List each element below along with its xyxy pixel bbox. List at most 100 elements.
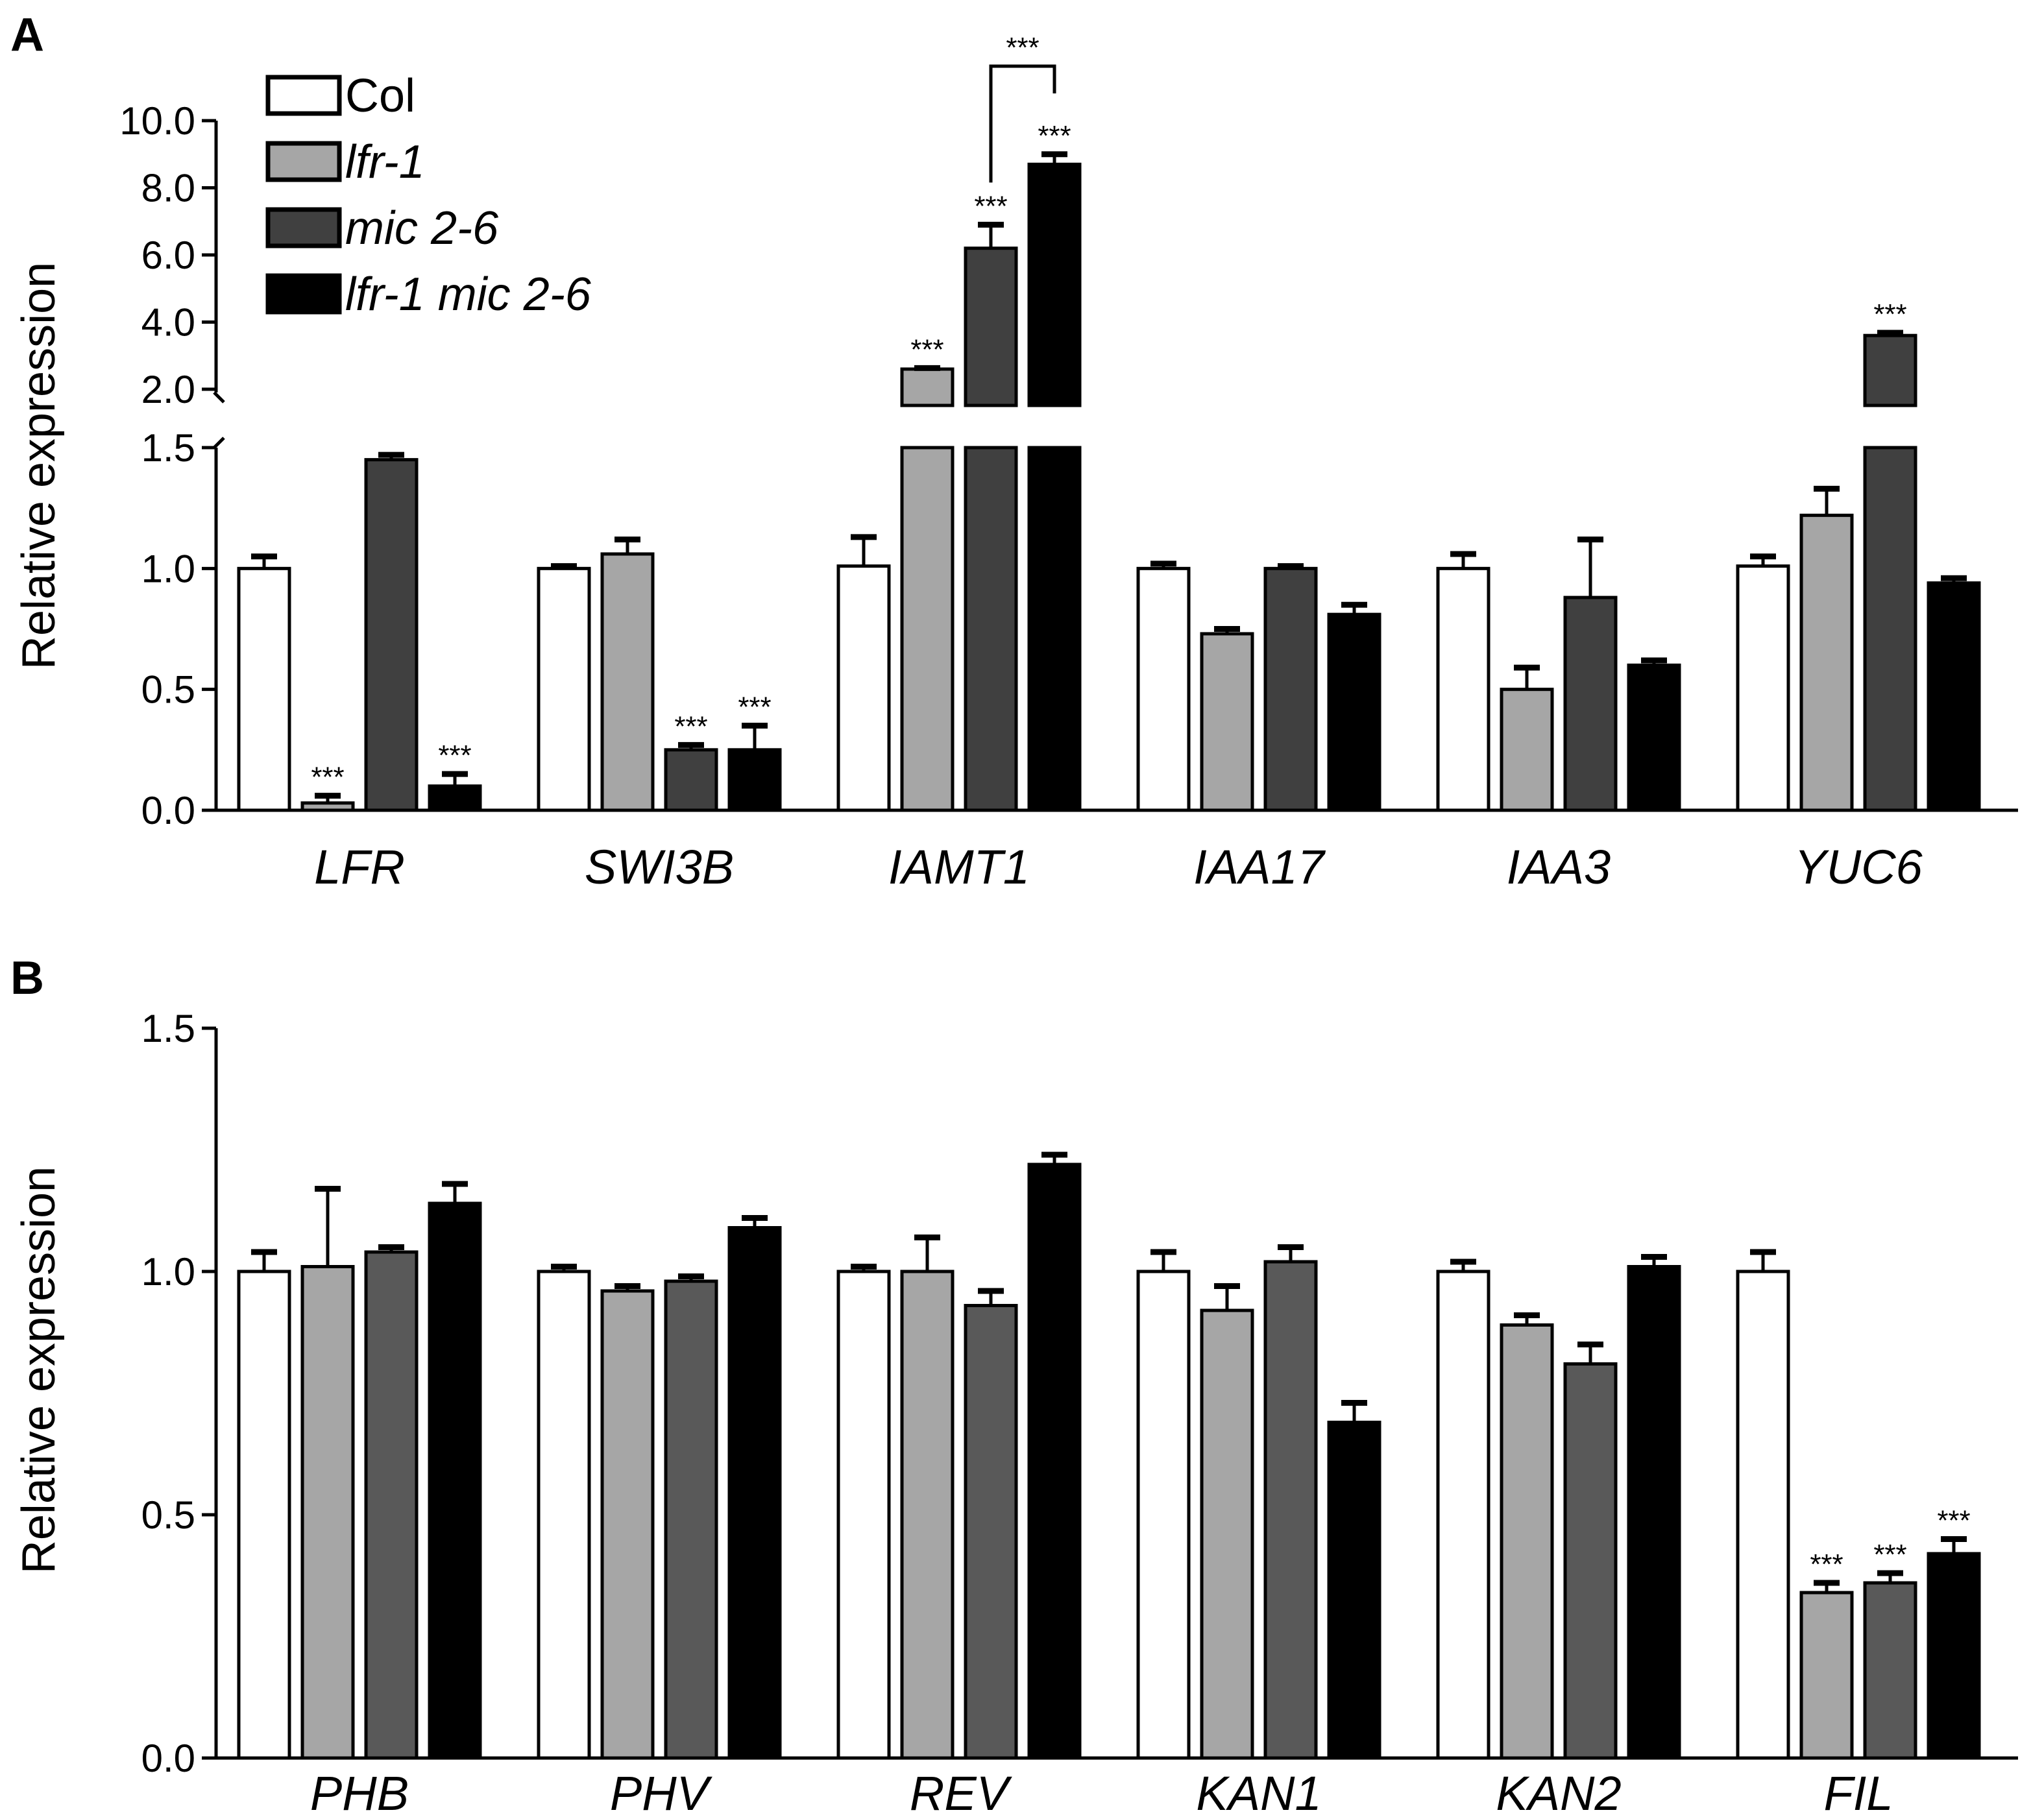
panel-a-bar <box>364 458 419 812</box>
panel-a-y-tick-label: 1.5 <box>141 426 195 470</box>
panel-b-bar <box>300 1265 355 1760</box>
panel-a-y-tick-label: 2.0 <box>141 368 195 411</box>
panel-a-chart: 0.0 0.5 1.0 1.5 2.0 4.0 6.0 8.0 10.0 Relative exp… <box>13 32 2018 894</box>
panel-a-bar <box>1327 612 1381 812</box>
panel-a-significance: *** <box>974 190 1007 222</box>
panel-b-bar <box>1627 1265 1681 1760</box>
legend-label: mic 2-6 <box>345 202 499 254</box>
panel-a-bar-lower <box>1027 446 1082 812</box>
panel-b-y-axis-title: Relative expression <box>13 1166 65 1574</box>
panel-a-bar-lower <box>964 446 1018 812</box>
panel-a-y-tick-label: 1.0 <box>141 547 195 590</box>
panel-a-bar-lower <box>900 446 955 812</box>
panel-b-category-label: FIL <box>1824 1766 1893 1819</box>
panel-a-y-tick-label: 4.0 <box>141 301 195 344</box>
panel-a-y-axis-title: Relative expression <box>13 262 65 669</box>
panel-a-significance: *** <box>1873 298 1906 330</box>
panel-a-category-label: SWI3B <box>585 840 734 894</box>
panel-b-category-label: REV <box>910 1766 1013 1819</box>
panel-b-bar <box>964 1304 1018 1760</box>
panel-a-significance: *** <box>1038 120 1071 152</box>
panel-b-y-tick-label: 1.5 <box>141 1007 195 1050</box>
panel-a-bar-upper <box>1027 162 1082 407</box>
panel-b-bar <box>1027 1162 1082 1760</box>
panel-b-y-tick-label: 1.0 <box>141 1250 195 1294</box>
panel-a-bar <box>1200 632 1254 812</box>
panel-b-bar <box>600 1289 655 1760</box>
panel-a-bar-upper <box>1863 333 1917 407</box>
panel-a-significance: *** <box>438 740 471 771</box>
panel-a-bar <box>664 748 718 812</box>
legend-swatch <box>265 75 342 116</box>
panel-b-significance: *** <box>1873 1539 1906 1571</box>
legend-label: lfr-1 mic 2-6 <box>345 269 592 320</box>
panel-a-bar <box>1563 596 1618 812</box>
panel-b-category-label: PHV <box>610 1766 713 1819</box>
panel-b-bar <box>364 1250 419 1760</box>
panel-b-bar <box>836 1270 891 1760</box>
panel-a-y-tick-label: 8.0 <box>141 167 195 210</box>
legend-label: Col <box>345 70 415 122</box>
panel-a-bar-upper <box>964 247 1018 407</box>
panel-b-y-tick-label: 0.0 <box>141 1737 195 1780</box>
panel-a-bar <box>428 784 482 812</box>
panel-b-bar <box>1327 1421 1381 1760</box>
panel-a-bar <box>237 566 291 812</box>
panel-label-b: B <box>10 952 44 1004</box>
panel-b-bar <box>1736 1270 1790 1760</box>
panel-b-bar <box>237 1270 291 1760</box>
panel-a-category-label: YUC6 <box>1794 840 1923 894</box>
panel-a-bar <box>727 748 782 812</box>
panel-a-bar-lower <box>1863 446 1917 812</box>
panel-b-bar <box>664 1279 718 1760</box>
panel-a-bar <box>1627 663 1681 812</box>
panel-a-bar <box>1799 513 1854 812</box>
panel-a-bar <box>836 564 891 812</box>
panel-a-category-label: IAA17 <box>1193 840 1326 894</box>
panel-a-y-tick-label: 6.0 <box>141 234 195 277</box>
panel-a-bar <box>1736 564 1790 812</box>
panel-b-category-label: KAN1 <box>1196 1766 1321 1819</box>
panel-a-bar-upper <box>900 367 955 407</box>
panel-a-significance: *** <box>311 762 344 793</box>
panel-b-y-tick-label: 0.5 <box>141 1493 195 1537</box>
panel-a-significance: *** <box>738 692 771 723</box>
panel-b-bar <box>1500 1323 1554 1760</box>
panel-a-significance: *** <box>674 710 707 742</box>
panel-b-bar <box>727 1226 782 1760</box>
panel-b-bar <box>1436 1270 1490 1760</box>
legend-swatch <box>265 141 342 182</box>
panel-b-bar <box>1563 1362 1618 1760</box>
panel-a-category-label: LFR <box>314 840 405 894</box>
panel-b-chart: 0.0 0.5 1.0 1.5 Relative expression *** *** ***… <box>13 1007 2018 1819</box>
panel-label-a: A <box>10 9 44 61</box>
panel-a-y-tick-label: 0.0 <box>141 789 195 832</box>
panel-a-y-tick-label: 0.5 <box>141 668 195 712</box>
legend-swatch <box>265 273 342 315</box>
panel-a-significance: *** <box>910 333 943 365</box>
panel-b-bar <box>1799 1591 1854 1760</box>
panel-b-bar <box>1927 1552 1981 1760</box>
legend-label: lfr-1 <box>345 136 425 188</box>
panel-b-bar <box>1863 1581 1917 1760</box>
panel-b-bar <box>428 1201 482 1760</box>
legend: Col lfr-1 mic 2-6 lfr-1 mic 2-6 <box>265 70 592 320</box>
panel-a-category-label: IAMT1 <box>888 840 1030 894</box>
panel-b-bar <box>1136 1270 1191 1760</box>
panel-b-significance: *** <box>1937 1505 1970 1537</box>
panel-a-bar <box>600 552 655 812</box>
panel-b-category-label: KAN2 <box>1496 1766 1621 1819</box>
panel-a-bar <box>1136 566 1191 812</box>
panel-b-category-label: PHB <box>310 1766 409 1819</box>
panel-a-bar <box>1263 566 1318 812</box>
legend-swatch <box>265 207 342 248</box>
panel-b-bar <box>537 1270 591 1760</box>
panel-b-bar <box>1263 1260 1318 1760</box>
panel-a-bar <box>300 801 355 812</box>
panel-a-comparison-bracket <box>989 64 1056 183</box>
panel-a-bracket-significance: *** <box>1006 32 1039 64</box>
panel-b-bar <box>900 1270 955 1760</box>
panel-a-axis-break-upper <box>213 391 225 404</box>
panel-b-significance: *** <box>1810 1548 1843 1580</box>
